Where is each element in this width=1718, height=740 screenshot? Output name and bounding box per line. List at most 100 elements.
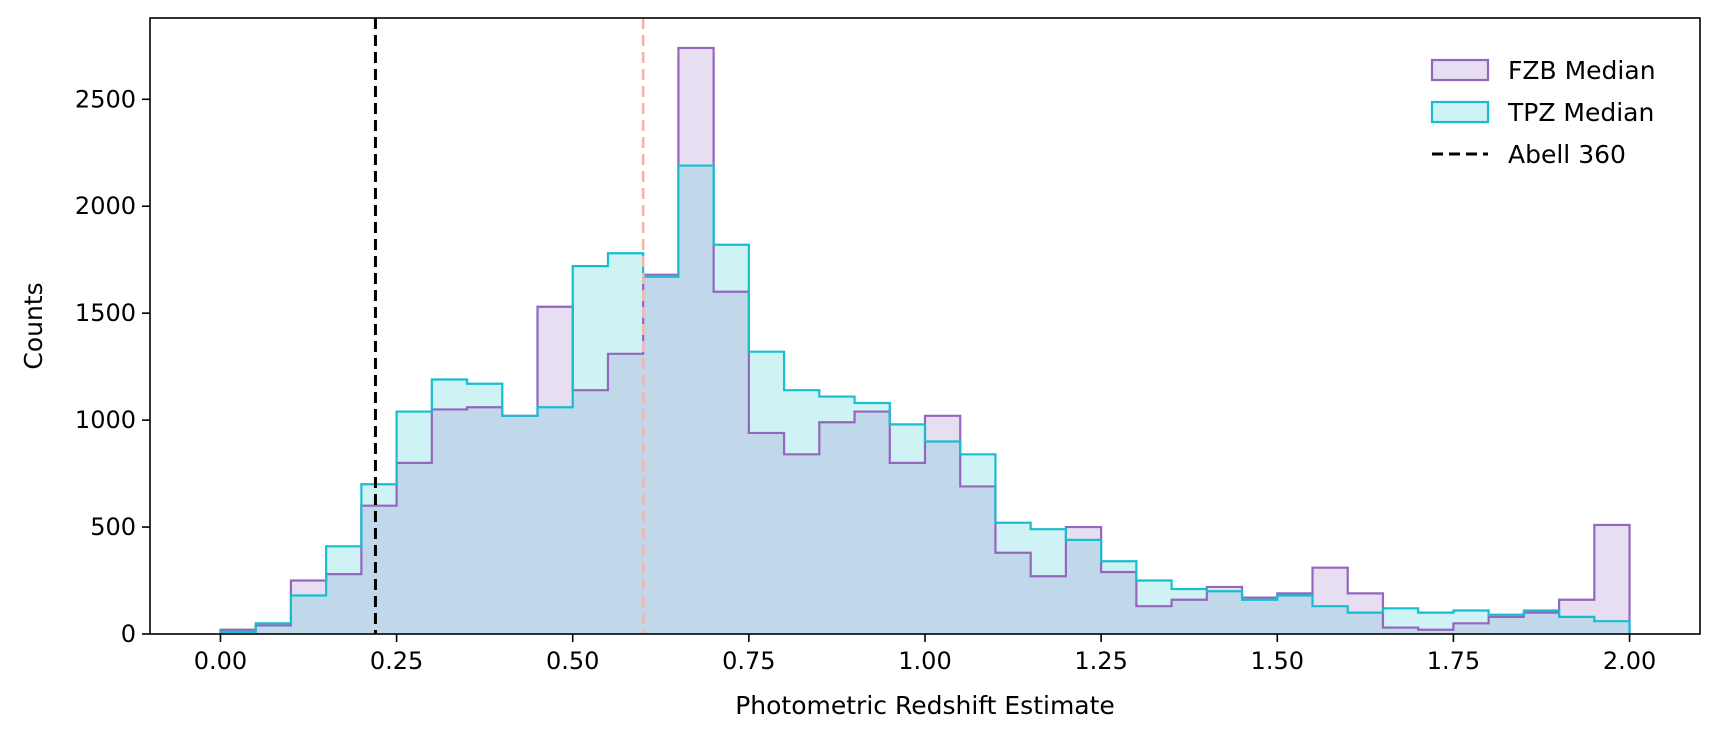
reference-lines bbox=[373, 18, 645, 634]
bar-fill-overlap bbox=[1242, 599, 1278, 634]
bar-fill-overlap bbox=[854, 411, 891, 634]
x-tick-label: 1.25 bbox=[1074, 647, 1127, 675]
bar-fill-overlap bbox=[1101, 571, 1137, 634]
x-tick-label: 1.00 bbox=[898, 647, 951, 675]
bar-fill-fzb bbox=[537, 306, 574, 408]
bar-fill-overlap bbox=[290, 595, 327, 634]
bar-fill-tpz bbox=[1136, 580, 1173, 607]
bar-fill-overlap bbox=[889, 462, 926, 634]
legend-label-tpz: TPZ Median bbox=[1507, 98, 1654, 127]
bar-fill-fzb bbox=[1206, 586, 1243, 592]
y-axis-ticks: 0 500 1000 1500 2000 2500 bbox=[75, 85, 150, 648]
bar-fill-tpz bbox=[854, 403, 891, 412]
bar-fill-overlap bbox=[1488, 616, 1525, 634]
x-tick-label: 0.50 bbox=[546, 647, 599, 675]
legend-swatch-tpz bbox=[1430, 100, 1490, 124]
bar-fill-overlap bbox=[995, 552, 1032, 634]
y-tick-label: 1500 bbox=[75, 299, 136, 327]
bar-fill-overlap bbox=[607, 353, 644, 634]
bar-fill-overlap bbox=[502, 415, 539, 634]
bar-fill-overlap bbox=[713, 291, 750, 634]
bar-fill-overlap bbox=[1418, 629, 1455, 634]
bar-fill-overlap bbox=[572, 390, 609, 634]
bar-fill-fzb bbox=[1559, 599, 1595, 617]
bar-fill-overlap bbox=[467, 407, 503, 634]
bar-fill-overlap bbox=[1206, 591, 1243, 634]
y-tick-label: 1000 bbox=[75, 406, 136, 434]
bar-fill-overlap bbox=[255, 625, 292, 634]
bar-fill-overlap bbox=[960, 486, 997, 634]
x-tick-label: 2.00 bbox=[1603, 647, 1656, 675]
bar-fill-fzb bbox=[678, 47, 715, 166]
bar-fill-overlap bbox=[1312, 606, 1349, 634]
bar-fill-tpz bbox=[361, 484, 398, 506]
bar-fill-tpz bbox=[784, 390, 820, 455]
legend-label-abell: Abell 360 bbox=[1508, 140, 1626, 169]
y-tick-label: 2000 bbox=[75, 192, 136, 220]
bar-fill-overlap bbox=[1065, 539, 1102, 634]
bar-fill-overlap bbox=[1136, 606, 1173, 634]
bar-fill-overlap bbox=[537, 407, 574, 634]
bar-fill-tpz bbox=[889, 424, 926, 463]
x-axis-ticks: 0.00 0.25 0.50 0.75 1.00 1.25 1.50 1.75 2.00 bbox=[194, 634, 1656, 675]
y-tick-label: 0 bbox=[121, 620, 136, 648]
bar-fill-overlap bbox=[925, 441, 961, 634]
bar-fill-overlap bbox=[1347, 612, 1384, 634]
series-outlines bbox=[219, 46, 1631, 634]
bar-fill-fzb bbox=[1347, 593, 1384, 613]
bar-fill-tpz bbox=[1418, 612, 1455, 630]
bar-fill-overlap bbox=[1523, 612, 1560, 634]
x-axis-label: Photometric Redshift Estimate bbox=[735, 691, 1115, 720]
bar-fill-tpz bbox=[572, 266, 609, 391]
bar-fill-tpz bbox=[960, 454, 997, 487]
bar-fill-tpz bbox=[713, 244, 750, 292]
bar-fill-fzb bbox=[290, 580, 327, 596]
x-tick-label: 0.75 bbox=[722, 647, 775, 675]
bar-fill-tpz bbox=[1453, 610, 1490, 624]
bar-fill-tpz bbox=[1101, 561, 1137, 572]
bar-fill-tpz bbox=[326, 546, 362, 575]
bar-fill-fzb bbox=[1312, 567, 1349, 607]
series-fills bbox=[220, 47, 1631, 635]
x-tick-label: 1.50 bbox=[1251, 647, 1304, 675]
y-tick-label: 2500 bbox=[75, 85, 136, 113]
bar-fill-tpz bbox=[396, 411, 433, 463]
bar-fill-overlap bbox=[1277, 595, 1314, 634]
y-tick-label: 500 bbox=[90, 513, 136, 541]
bar-fill-tpz bbox=[748, 351, 785, 433]
x-tick-label: 0.00 bbox=[194, 647, 247, 675]
bar-fill-tpz bbox=[819, 396, 856, 423]
bar-fill-fzb bbox=[1594, 524, 1631, 622]
bar-fill-tpz bbox=[1030, 529, 1067, 577]
series-outline-tpz bbox=[219, 164, 1631, 634]
bar-fill-fzb bbox=[925, 415, 961, 442]
y-axis-label: Counts bbox=[19, 282, 48, 369]
x-tick-label: 1.75 bbox=[1427, 647, 1480, 675]
bar-fill-overlap bbox=[1030, 576, 1067, 634]
bar-fill-overlap bbox=[396, 462, 433, 634]
legend: FZB Median TPZ Median Abell 360 bbox=[1430, 56, 1656, 169]
bar-fill-overlap bbox=[643, 276, 680, 634]
bar-fill-overlap bbox=[1382, 627, 1419, 634]
x-tick-label: 0.25 bbox=[370, 647, 423, 675]
bar-fill-tpz bbox=[431, 379, 468, 410]
bar-fill-overlap bbox=[1594, 621, 1631, 634]
bar-fill-tpz bbox=[995, 522, 1032, 553]
bar-fill-tpz bbox=[1382, 608, 1419, 628]
bar-fill-overlap bbox=[678, 165, 715, 635]
bar-fill-overlap bbox=[748, 432, 785, 634]
bar-fill-tpz bbox=[467, 383, 503, 408]
bar-fill-overlap bbox=[784, 454, 820, 634]
legend-swatch-fzb bbox=[1430, 58, 1490, 82]
bar-fill-tpz bbox=[1171, 589, 1208, 600]
bar-fill-overlap bbox=[1559, 616, 1595, 634]
bar-fill-overlap bbox=[1171, 599, 1208, 634]
bar-fill-overlap bbox=[361, 505, 398, 634]
bar-fill-overlap bbox=[326, 574, 362, 634]
bar-fill-tpz bbox=[607, 253, 644, 354]
bar-fill-overlap bbox=[1453, 623, 1490, 634]
bar-fill-overlap bbox=[819, 422, 856, 634]
bar-fill-fzb bbox=[1065, 527, 1102, 540]
legend-label-fzb: FZB Median bbox=[1508, 56, 1656, 85]
